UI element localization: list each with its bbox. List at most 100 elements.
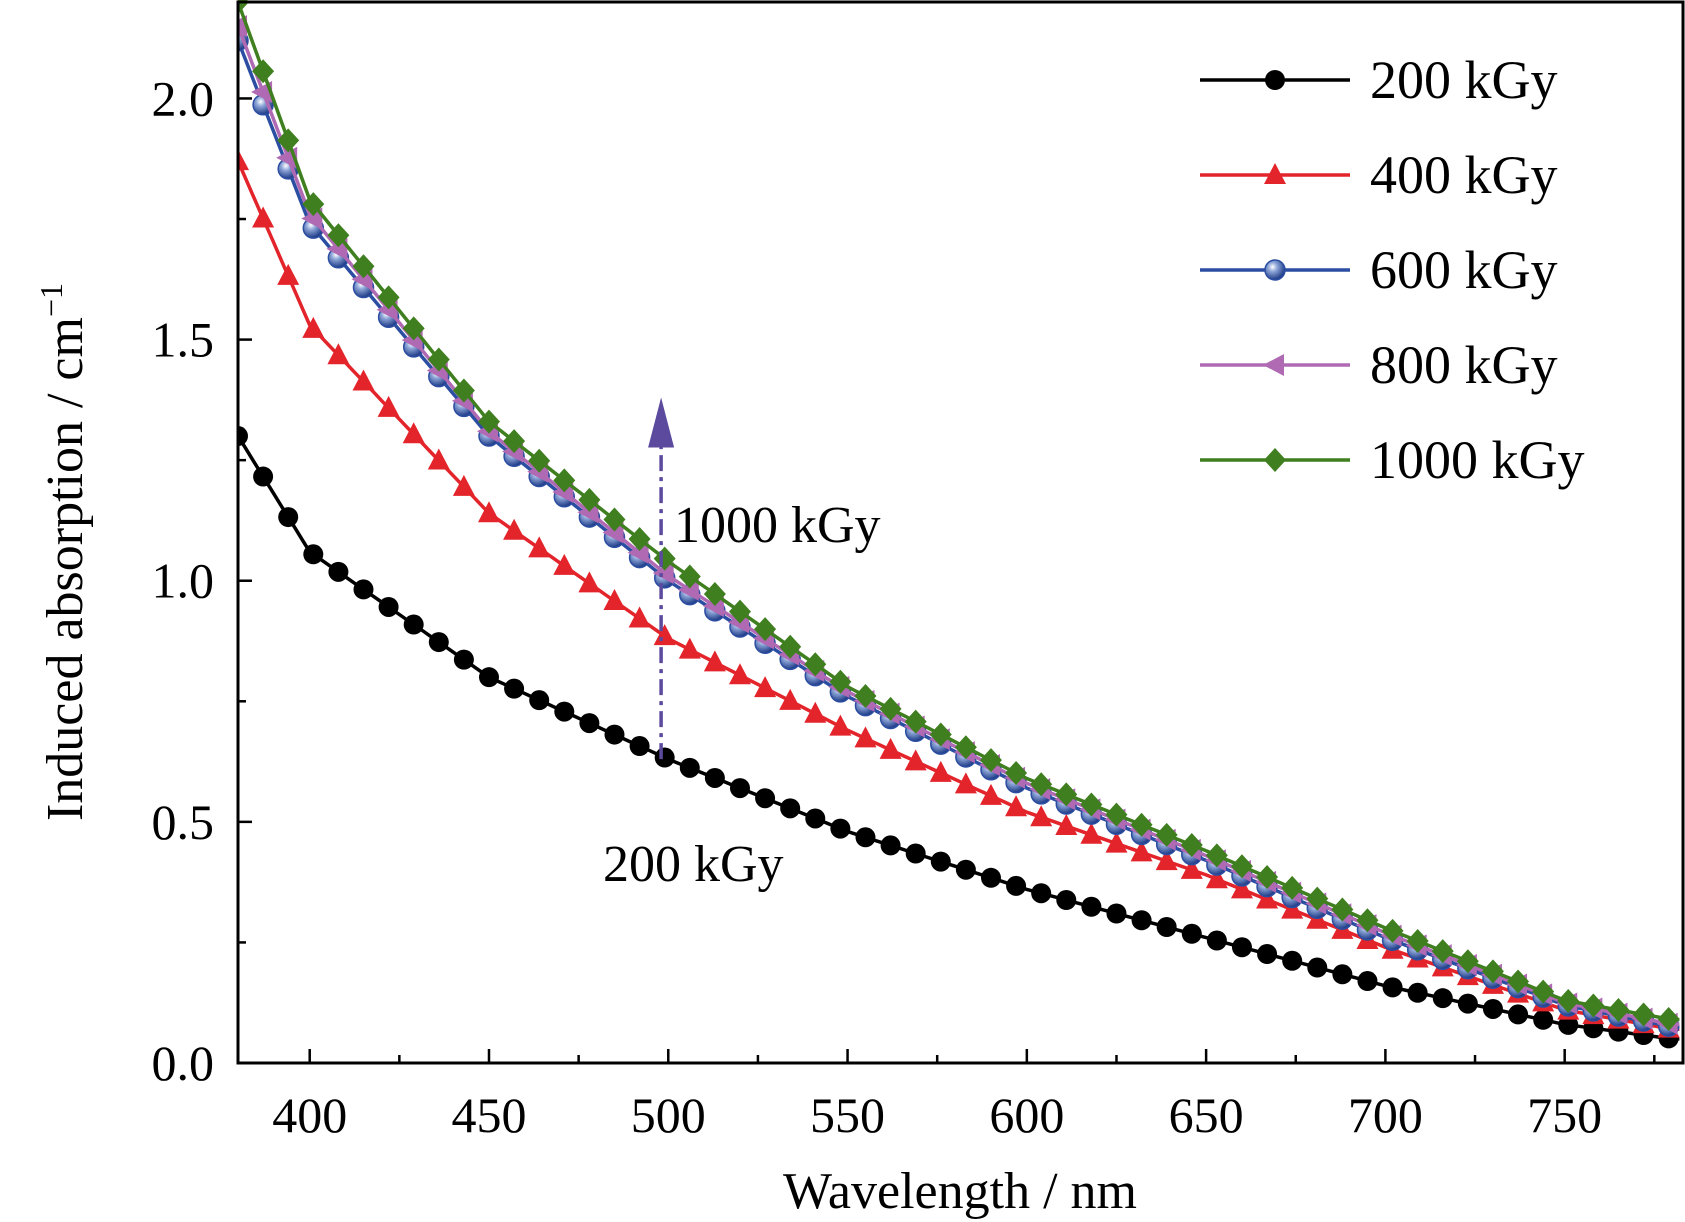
data-point — [678, 637, 701, 659]
x-tick-label: 700 — [1348, 1087, 1423, 1143]
data-point — [477, 501, 500, 523]
data-point — [804, 701, 827, 723]
legend-label: 400 kGy — [1370, 145, 1558, 205]
data-point — [704, 767, 725, 788]
legend-marker — [1264, 259, 1286, 281]
data-point — [629, 736, 650, 757]
data-point — [904, 709, 927, 734]
y-tick-label: 2.0 — [152, 70, 215, 126]
data-point — [603, 588, 626, 610]
legend-label: 600 kGy — [1370, 240, 1558, 300]
data-point — [427, 347, 450, 372]
data-point — [1155, 822, 1178, 847]
data-point — [1508, 1004, 1529, 1025]
data-point — [503, 518, 526, 540]
data-point — [528, 536, 551, 558]
data-point — [854, 683, 877, 708]
data-point — [979, 748, 1002, 773]
data-point — [1130, 812, 1153, 837]
data-point — [829, 714, 852, 736]
legend: 200 kGy 400 kGy 600 kGy 800 kGy 1000 kGy — [1200, 50, 1585, 490]
data-point — [678, 564, 701, 589]
data-point — [1106, 903, 1127, 924]
data-point — [829, 669, 852, 694]
data-point — [1231, 937, 1252, 958]
data-point — [277, 128, 300, 153]
x-axis-title: Wavelength / nm — [783, 1163, 1137, 1220]
legend-item: 1000 kGy — [1200, 430, 1585, 490]
data-point — [905, 843, 926, 864]
legend-label: 200 kGy — [1370, 50, 1558, 110]
legend-marker — [1265, 70, 1285, 90]
data-point — [452, 378, 475, 403]
data-point — [1130, 840, 1153, 862]
data-point — [628, 606, 651, 628]
data-point — [1431, 939, 1454, 964]
legend-label: 800 kGy — [1370, 335, 1558, 395]
legend-item: 800 kGy — [1200, 335, 1558, 395]
data-point — [528, 448, 551, 473]
y-axis-title-main: Induced absorption / cm — [37, 317, 94, 821]
data-point — [929, 760, 952, 782]
data-point — [1558, 1014, 1579, 1035]
data-point — [478, 667, 499, 688]
data-point — [253, 466, 274, 487]
data-point — [652, 562, 674, 585]
data-point — [1357, 971, 1378, 992]
data-point — [653, 546, 676, 571]
data-point — [1180, 857, 1203, 879]
data-point — [628, 527, 651, 552]
data-point — [553, 553, 576, 575]
data-point — [578, 571, 601, 593]
data-point — [1155, 849, 1178, 871]
data-point — [1657, 1006, 1680, 1031]
data-point — [1156, 916, 1177, 937]
data-point — [1080, 822, 1103, 844]
data-point — [830, 818, 851, 839]
data-point — [377, 285, 400, 310]
series-layer — [238, 0, 1680, 1049]
data-point — [754, 617, 777, 642]
data-point — [780, 798, 801, 819]
data-point — [679, 757, 700, 778]
data-point — [1456, 949, 1479, 974]
y-axis-title-superscript: −1 — [33, 283, 69, 317]
data-point — [930, 851, 951, 872]
data-point — [1031, 883, 1052, 904]
data-point — [1432, 988, 1453, 1009]
data-point — [378, 596, 399, 617]
data-point — [1382, 977, 1403, 998]
data-point — [653, 624, 676, 646]
data-point — [980, 867, 1001, 888]
data-point — [1582, 993, 1605, 1018]
data-point — [1281, 875, 1304, 900]
data-point — [804, 652, 827, 677]
legend-marker — [1264, 448, 1286, 472]
data-point — [377, 395, 400, 417]
data-point — [1205, 843, 1228, 868]
data-point — [1407, 982, 1428, 1003]
x-tick-label: 400 — [272, 1087, 347, 1143]
x-axis-ticks: 400 450 500 550 600 650 700 750 — [272, 1049, 1656, 1143]
data-point — [352, 254, 375, 279]
data-point — [503, 429, 526, 454]
data-point — [1482, 998, 1503, 1019]
data-point — [1381, 918, 1404, 943]
data-point — [1256, 865, 1279, 890]
data-point — [1481, 959, 1504, 984]
y-axis-title: Induced absorption / cm−1 — [33, 283, 94, 821]
data-point — [504, 678, 525, 699]
data-point — [604, 724, 625, 745]
data-point — [879, 737, 902, 759]
legend-item: 200 kGy — [1200, 50, 1558, 110]
data-point — [252, 206, 275, 228]
data-point — [1533, 1009, 1554, 1030]
data-point — [353, 579, 374, 600]
data-point — [328, 561, 349, 582]
data-point — [1532, 979, 1555, 1004]
data-point — [326, 237, 348, 260]
x-tick-label: 500 — [631, 1087, 706, 1143]
data-point — [1056, 889, 1077, 910]
data-point — [1180, 833, 1203, 858]
